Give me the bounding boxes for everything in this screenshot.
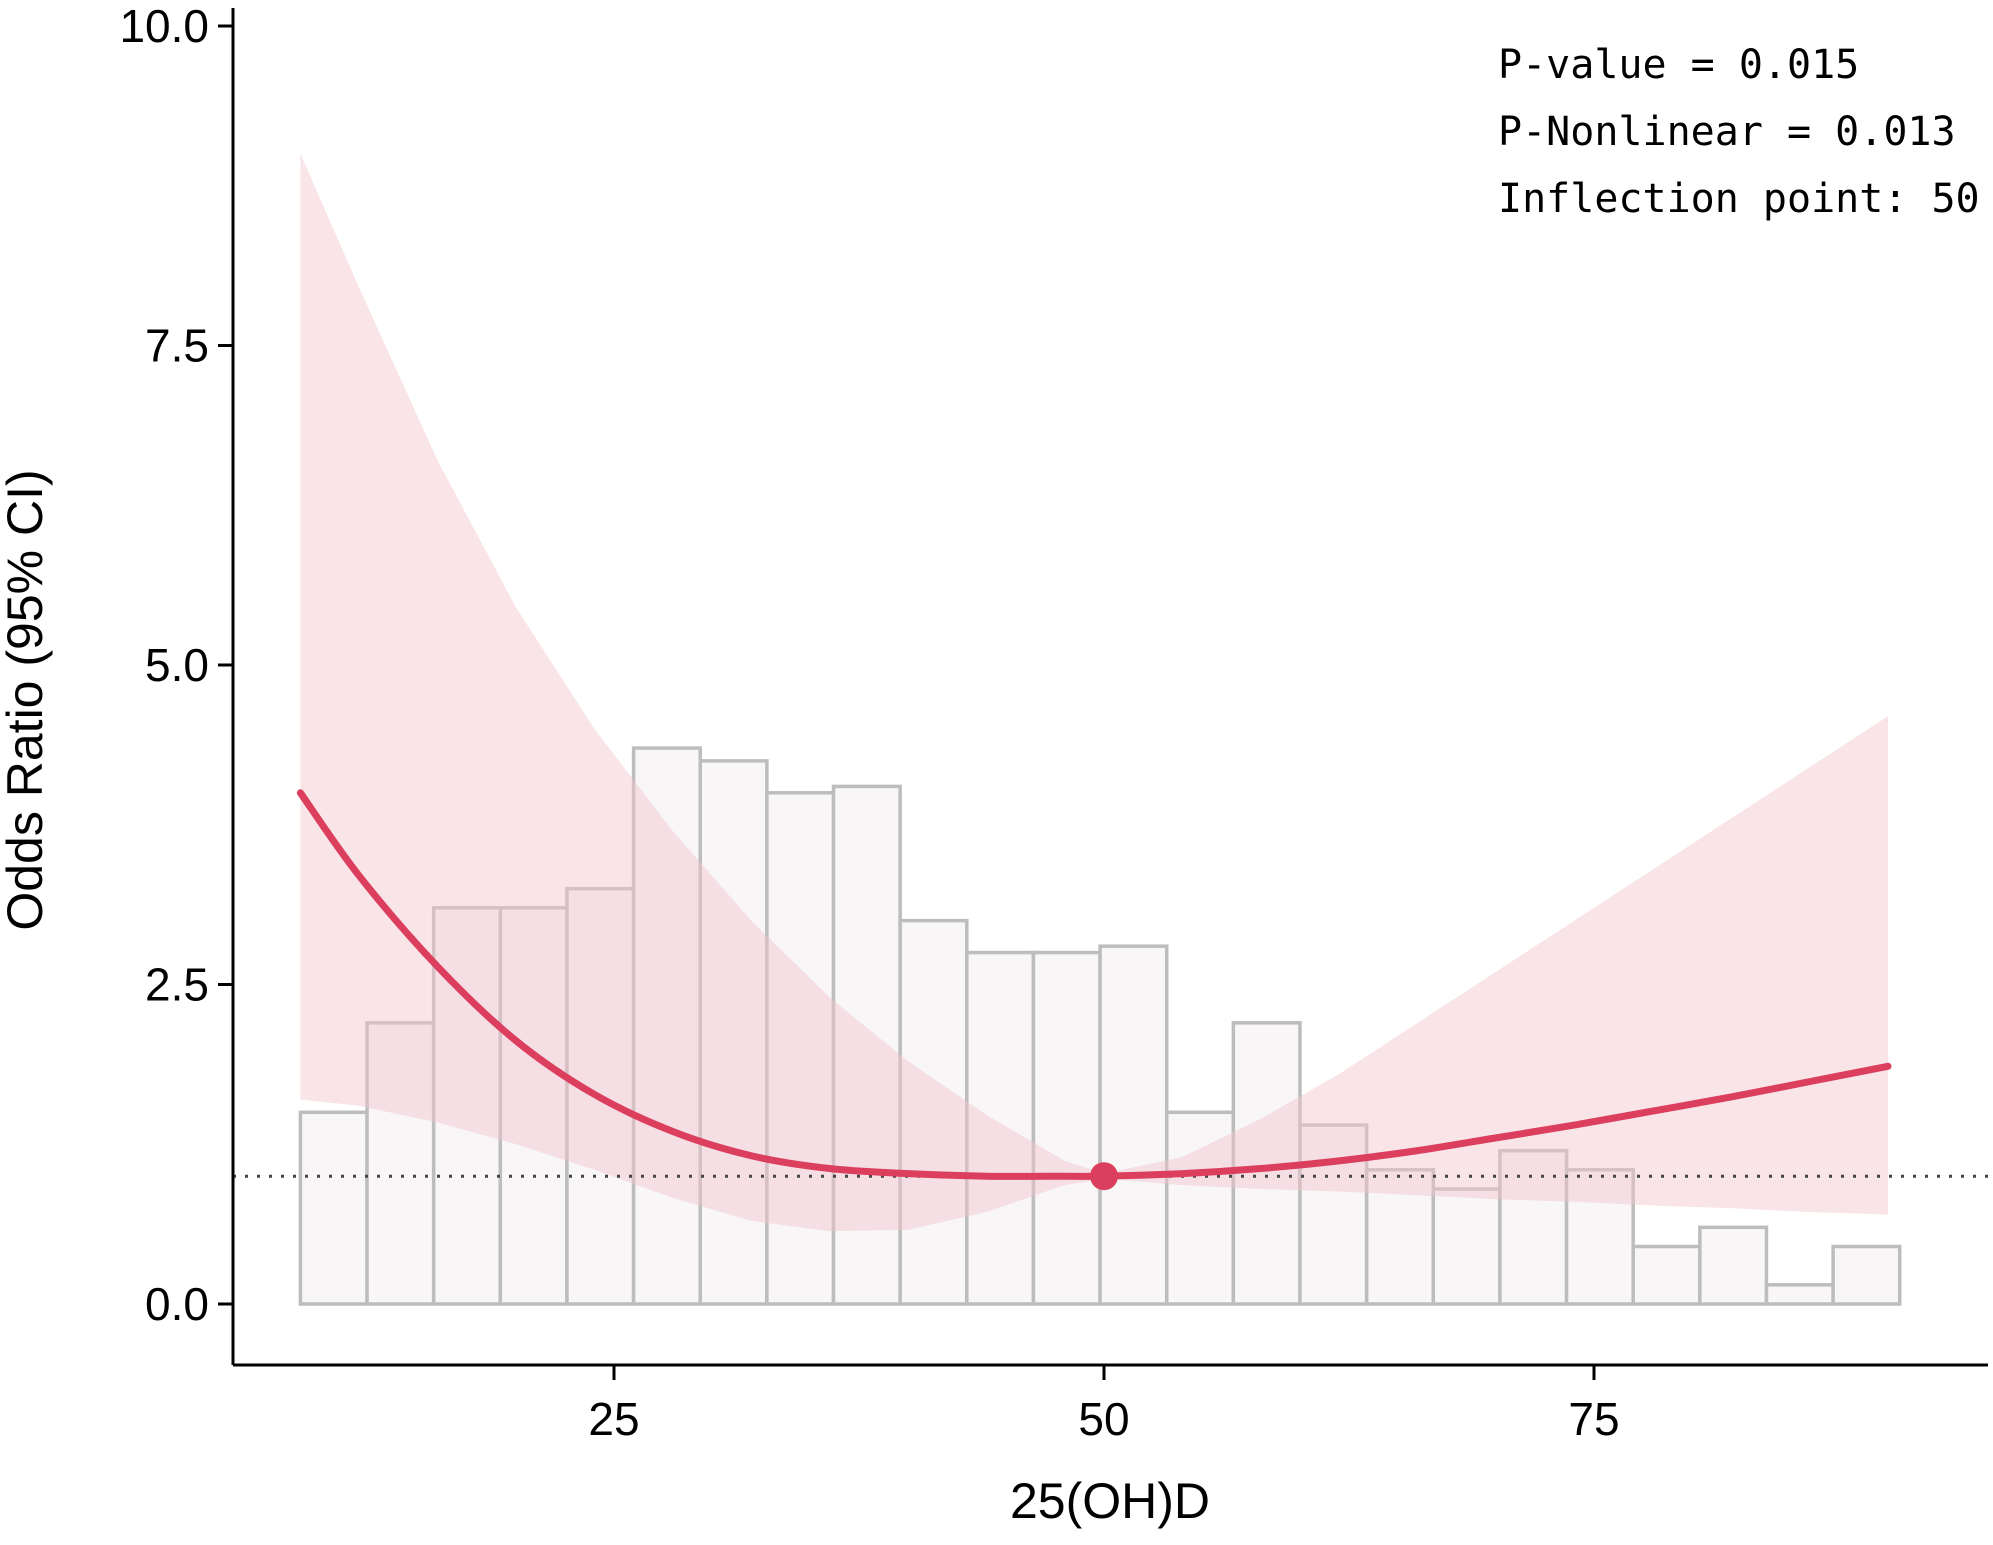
histogram-bar-21 [1698,1225,1769,1306]
y-tick-label-2: 5.0 [145,639,209,691]
histogram-bar-23 [1831,1244,1902,1306]
y-axis-title: Odds Ratio (95% CI) [0,469,53,930]
histogram-bar-20 [1631,1244,1702,1306]
annotation-p-nonlinear: P-Nonlinear = 0.013 [1498,109,1956,155]
histogram-bar-13 [1164,1110,1236,1306]
y-tick-label-4: 10.0 [119,0,209,52]
histogram-bar-1 [365,1021,436,1306]
histogram-bar-0 [298,1110,369,1306]
confidence-band-area [300,153,1888,1232]
x-axis-title: 25(OH)D [1010,1473,1210,1529]
histogram-bar-11 [1031,950,1102,1306]
histogram-bar-7 [765,791,836,1306]
ticks: 0.0 2.5 5.0 7.5 10.0 25 50 75 [119,0,1619,1445]
histogram-bar-17 [1431,1187,1502,1306]
y-tick-label-0: 0.0 [145,1278,209,1330]
histogram-bar-16 [1364,1168,1436,1306]
histogram-bar-22 [1764,1283,1835,1306]
histogram-bar-9 [898,918,969,1306]
histogram-bar-6 [698,759,769,1306]
spline-curve [296,789,1892,1180]
inflection-point-marker [1090,1162,1118,1191]
histogram-bar-15 [1298,1123,1369,1306]
annotations: P-value = 0.015 P-Nonlinear = 0.013 Infl… [1498,42,1980,222]
x-tick-label-0: 25 [588,1393,639,1445]
histogram-bar-5 [631,746,702,1306]
histogram-bar-19 [1564,1168,1635,1306]
x-tick-label-2: 75 [1568,1393,1619,1445]
x-tick-label-1: 50 [1078,1393,1129,1445]
histogram-bar-8 [831,784,902,1306]
y-tick-label-1: 2.5 [145,959,209,1011]
confidence-band [300,153,1888,1232]
y-tick-label-3: 7.5 [145,320,209,372]
histogram-bars [298,746,1902,1306]
histogram-bar-12 [1098,944,1169,1306]
axes [231,8,1988,1367]
annotation-inflection-point: Inflection point: 50 [1498,176,1980,222]
annotation-p-value: P-value = 0.015 [1498,42,1859,88]
spline-curve-group [296,789,1892,1191]
